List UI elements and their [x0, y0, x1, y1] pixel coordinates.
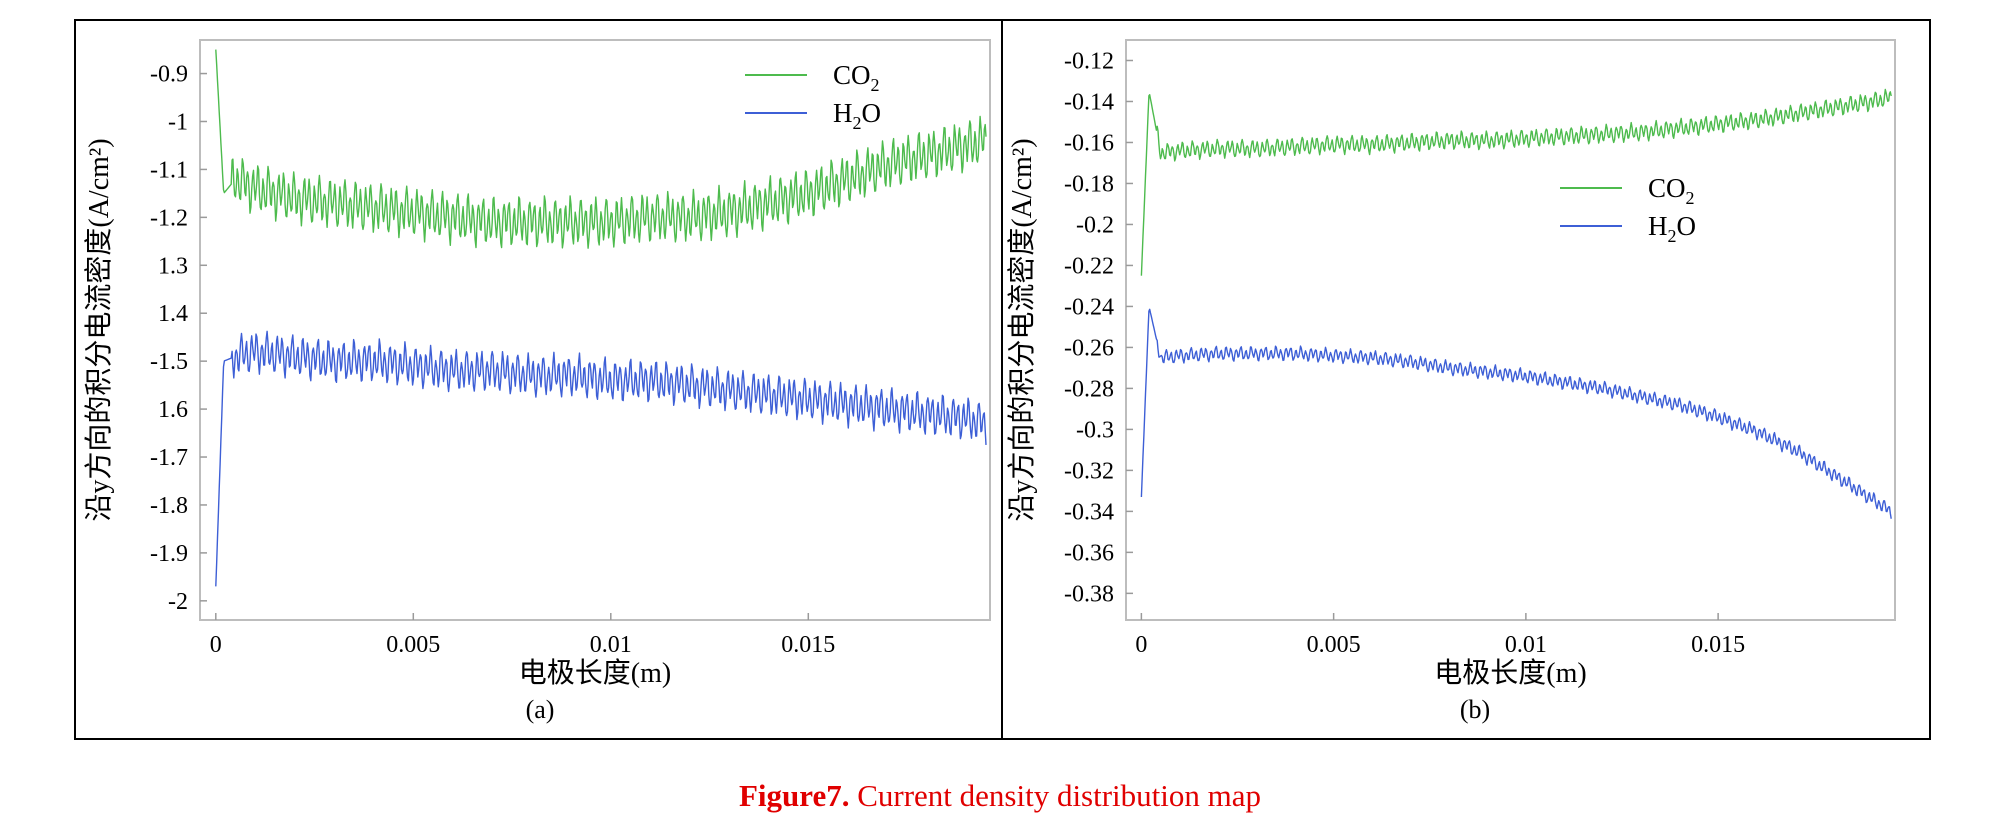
- y-tick-label: 1.4: [158, 301, 188, 327]
- y-tick-label: -0.14: [1064, 89, 1114, 115]
- x-tick-label: 0.015: [1691, 632, 1745, 658]
- legend-label-h2o: H2O: [1648, 211, 1696, 246]
- series-line-h2o: [1140, 308, 1892, 519]
- x-tick-label: 0.01: [1505, 632, 1547, 658]
- figure-caption: Figure7. Current density distribution ma…: [0, 778, 2000, 814]
- caption-text: Current density distribution map: [849, 778, 1262, 813]
- y-tick-label: -1.8: [150, 493, 188, 519]
- series-line-co2: [215, 49, 987, 249]
- series-line-co2: [1140, 88, 1892, 276]
- plot-area: [199, 39, 991, 621]
- legend-label-h2o: H2O: [833, 98, 881, 133]
- y-axis-title: 沿y方向的积分电流密度(A/cm²): [1006, 138, 1038, 521]
- x-axis-title: 电极长度(m): [1434, 657, 1586, 689]
- y-tick-label: -0.18: [1064, 171, 1114, 197]
- panel-label: (a): [526, 695, 555, 724]
- x-tick-label: 0: [210, 632, 222, 658]
- y-tick-label: -0.28: [1064, 376, 1114, 402]
- x-tick-label: 0.005: [386, 632, 440, 658]
- x-axis-title: 电极长度(m): [519, 657, 671, 689]
- panel-a: -0.9 -1 -1.1 -1.2 1.3 1.4 -1.5 1.6 -1.7 -1.8 -1.9 -…: [83, 39, 991, 724]
- y-tick-label: -1.1: [150, 157, 188, 183]
- y-tick-label: -1.5: [150, 349, 188, 375]
- y-tick-label: 1.6: [158, 397, 188, 423]
- caption-label: Figure7.: [738, 778, 850, 813]
- y-tick-label: -0.12: [1064, 48, 1114, 74]
- y-tick-label: -1: [168, 109, 188, 135]
- y-tick-label: -0.22: [1064, 253, 1114, 279]
- x-tick-label: 0.01: [590, 632, 632, 658]
- y-tick-label: -2: [168, 589, 188, 615]
- x-tick-label: 0.015: [781, 632, 835, 658]
- y-tick-label: -1.7: [150, 445, 188, 471]
- y-tick-label: -0.36: [1064, 540, 1114, 566]
- y-tick-label: -1.2: [150, 205, 188, 231]
- y-tick-label: -0.16: [1064, 130, 1114, 156]
- series-line-h2o: [215, 330, 987, 587]
- y-tick-label: -0.26: [1064, 335, 1114, 361]
- legend-label-co2: CO2: [1648, 173, 1695, 208]
- legend-label-co2: CO2: [833, 60, 880, 95]
- x-tick-label: 0: [1135, 632, 1147, 658]
- y-tick-label: -0.24: [1064, 294, 1114, 320]
- y-tick-label: -0.38: [1064, 581, 1114, 607]
- panel-b: -0.12 -0.14 -0.16 -0.18 -0.2 -0.22 -0.24 -0.26 -…: [1006, 39, 1896, 724]
- x-tick-label: 0.005: [1307, 632, 1361, 658]
- y-tick-label: -0.32: [1064, 458, 1114, 484]
- panel-label: (b): [1460, 695, 1490, 724]
- y-tick-label: -0.2: [1076, 212, 1114, 238]
- y-tick-label: -0.3: [1076, 417, 1114, 443]
- y-axis-title: 沿y方向的积分电流密度(A/cm²): [83, 138, 115, 521]
- y-tick-label: -0.34: [1064, 499, 1114, 525]
- y-tick-label: 1.3: [158, 253, 188, 279]
- y-tick-label: -0.9: [150, 62, 188, 88]
- y-tick-label: -1.9: [150, 541, 188, 567]
- plot-area: [1125, 39, 1896, 621]
